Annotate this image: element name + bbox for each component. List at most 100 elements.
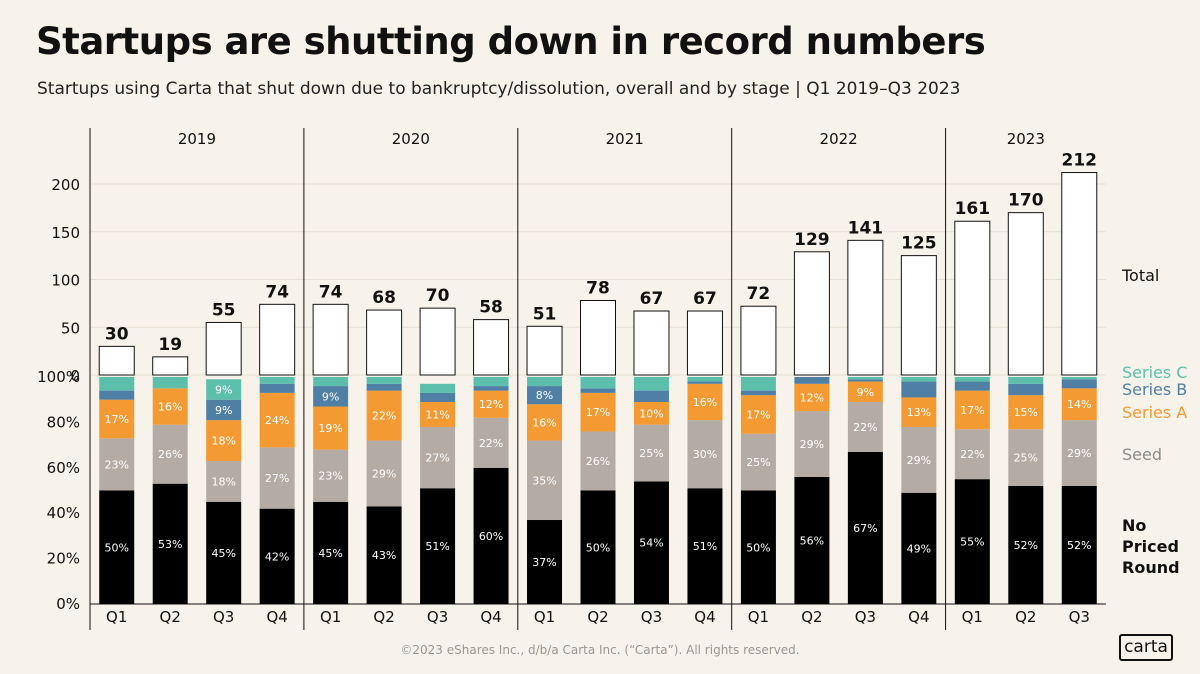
segment-value-label: 22%: [479, 437, 503, 450]
segment-value-label: 17%: [586, 406, 610, 419]
segment-series-c: [259, 377, 295, 384]
x-tick-label: Q3: [427, 608, 448, 626]
total-value-label: 129: [794, 230, 830, 250]
segment-seed: [847, 401, 883, 452]
segment-series-b: [901, 381, 937, 398]
year-label: 2023: [1007, 130, 1045, 148]
legend-no-priced-round: Priced: [1122, 537, 1179, 556]
y-tick-label: 0: [70, 367, 80, 385]
total-bar: [152, 356, 189, 376]
segment-value-label: 13%: [907, 406, 931, 419]
segment-series-c: [740, 377, 776, 391]
x-tick-label: Q4: [908, 608, 929, 626]
segment-value-label: 16%: [532, 416, 556, 429]
segment-series-c: [901, 377, 937, 382]
x-tick-label: Q1: [320, 608, 341, 626]
segment-value-label: 26%: [158, 448, 182, 461]
legend-series-a: Series A: [1122, 403, 1187, 422]
copyright-footer: ©2023 eShares Inc., d/b/a Carta Inc. (“C…: [400, 643, 800, 657]
segment-value-label: 45%: [211, 547, 235, 560]
segment-value-label: 56%: [800, 534, 824, 547]
segment-series-a: [580, 392, 616, 432]
segment-value-label: 22%: [372, 410, 396, 423]
segment-series-c: [527, 377, 563, 387]
total-bar: [1061, 172, 1098, 376]
segment-seed: [580, 431, 616, 491]
segment-value-label: 29%: [1067, 447, 1091, 460]
y-tick-label: 200: [51, 176, 80, 194]
segment-value-label: 52%: [1014, 539, 1038, 552]
total-bar: [900, 255, 937, 376]
segment-value-label: 50%: [105, 541, 129, 554]
x-tick-label: Q1: [962, 608, 983, 626]
segment-value-label: 16%: [158, 401, 182, 414]
segment-series-a: [473, 390, 509, 418]
segment-no-priced-round: [580, 490, 616, 604]
total-bar: [1007, 212, 1044, 376]
segment-series-a: [847, 381, 883, 402]
x-tick-label: Q1: [534, 608, 555, 626]
chart-subtitle: Startups using Carta that shut down due …: [37, 79, 961, 99]
year-label: 2020: [392, 130, 430, 148]
segment-value-label: 12%: [800, 391, 824, 404]
total-bar: [954, 220, 991, 376]
segment-value-label: 43%: [372, 549, 396, 562]
segment-seed: [527, 440, 563, 521]
segment-value-label: 23%: [105, 458, 129, 471]
total-value-label: 72: [747, 284, 771, 304]
segment-seed: [473, 417, 509, 468]
segment-series-b: [794, 377, 830, 384]
segment-value-label: 26%: [586, 455, 610, 468]
segment-seed: [152, 424, 188, 484]
segment-value-label: 30%: [693, 448, 717, 461]
segment-series-c: [366, 377, 402, 384]
segment-series-c: [1008, 377, 1044, 384]
segment-series-a: [794, 383, 830, 412]
segment-series-b: [313, 386, 349, 407]
y-tick-label-percent: 80%: [47, 413, 80, 431]
segment-value-label: 8%: [536, 389, 553, 402]
y-tick-label-percent: 0%: [56, 595, 80, 613]
segment-no-priced-round: [99, 490, 135, 604]
segment-value-label: 9%: [857, 386, 874, 399]
year-label: 2022: [820, 130, 858, 148]
total-value-label: 58: [479, 298, 503, 318]
segment-seed: [259, 447, 295, 509]
total-value-label: 78: [586, 279, 610, 299]
chart-title: Startups are shutting down in record num…: [36, 20, 986, 63]
x-tick-label: Q1: [748, 608, 769, 626]
segment-value-label: 25%: [746, 456, 770, 469]
segment-series-a: [366, 390, 402, 441]
segment-series-c: [473, 377, 509, 387]
y-tick-label-percent: 60%: [47, 459, 80, 477]
segment-series-b: [420, 392, 456, 402]
segment-value-label: 24%: [265, 414, 289, 427]
legend-series-c: Series C: [1122, 363, 1187, 382]
segment-series-c: [580, 377, 616, 389]
x-tick-label: Q2: [587, 608, 608, 626]
x-tick-label: Q1: [106, 608, 127, 626]
segment-value-label: 50%: [746, 541, 770, 554]
total-bar: [740, 305, 777, 376]
x-tick-label: Q2: [1015, 608, 1036, 626]
segment-no-priced-round: [206, 501, 242, 604]
total-value-label: 67: [693, 289, 717, 309]
segment-value-label: 67%: [853, 522, 877, 535]
segment-series-a: [99, 399, 135, 439]
segment-seed: [687, 420, 723, 489]
segment-series-a: [1008, 395, 1044, 430]
total-value-label: 67: [640, 289, 664, 309]
total-bar: [793, 251, 830, 376]
year-label: 2019: [178, 130, 216, 148]
segment-no-priced-round: [687, 488, 723, 604]
segment-no-priced-round: [847, 451, 883, 604]
segment-series-b: [633, 390, 669, 402]
segment-series-b: [206, 399, 242, 421]
segment-no-priced-round: [152, 483, 188, 604]
total-value-label: 19: [158, 335, 182, 355]
segment-value-label: 19%: [318, 422, 342, 435]
legend-no-priced-round: No: [1122, 516, 1146, 535]
y-tick-label-percent: 40%: [47, 504, 80, 522]
segment-no-priced-round: [259, 508, 295, 604]
total-bar: [419, 307, 456, 376]
